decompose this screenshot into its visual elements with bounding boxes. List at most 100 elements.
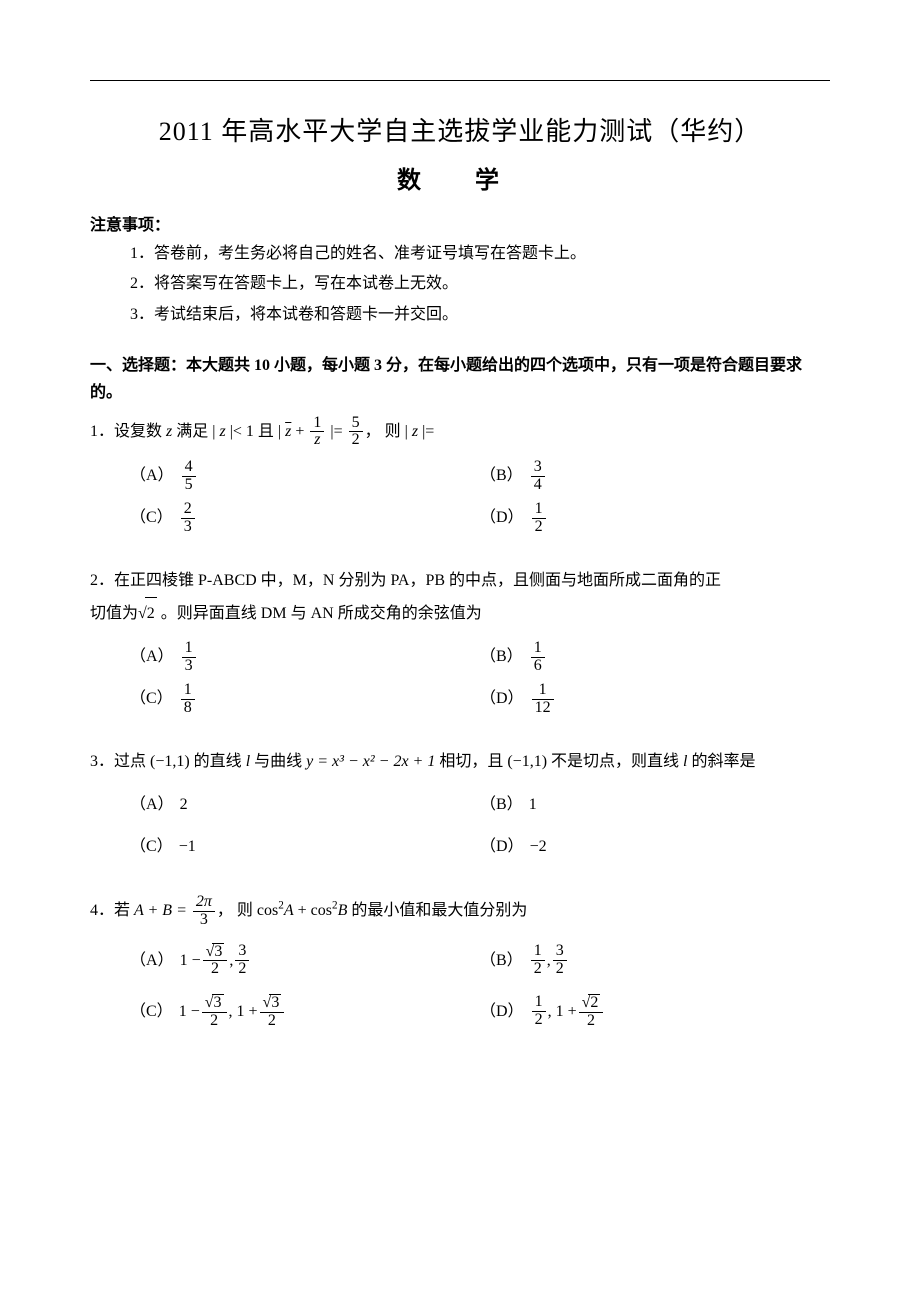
option-a: （A） 1 − √32 , 32: [130, 935, 480, 986]
option-label: （A）: [130, 935, 174, 986]
fraction: √32: [260, 994, 285, 1030]
option-b: （B） 1: [480, 784, 830, 826]
question-2: 2．在正四棱锥 P-ABCD 中，M，N 分别为 PA，PB 的中点，且侧面与地…: [90, 565, 830, 720]
q1-stem: 1．设复数 z 满足 | z |< 1 且 | z + 1z |= 52， 则 …: [90, 415, 830, 450]
numerator: 5: [349, 415, 363, 433]
denominator: 4: [531, 477, 545, 494]
denominator: 3: [182, 658, 196, 675]
radicand: 3: [212, 943, 224, 961]
option-b: （B） 12 , 32: [480, 935, 830, 986]
option-c: （C） 1 − √32 , 1 + √32: [130, 986, 480, 1037]
denominator: z: [310, 432, 324, 449]
fraction: 12: [531, 943, 545, 978]
option-a: （A） 45: [130, 455, 480, 497]
option-value: −2: [530, 826, 547, 868]
numerator: 2π: [193, 894, 215, 912]
notice-item: 1．答卷前，考生务必将自己的姓名、准考证号填写在答题卡上。: [130, 239, 830, 269]
comma: ,: [229, 935, 233, 986]
q1-text: |=: [418, 423, 434, 440]
option-d: （D） 12 , 1 + √22: [480, 986, 830, 1037]
q1-text: ， 则 |: [365, 423, 412, 440]
radicand: 2: [145, 597, 157, 630]
fraction: 18: [181, 682, 195, 717]
sqrt: √2: [582, 994, 601, 1012]
numerator: 1: [531, 640, 545, 658]
denominator: 6: [531, 658, 545, 675]
numerator: 2: [181, 501, 195, 519]
numerator: 3: [531, 459, 545, 477]
q1-text: 满足 |: [172, 423, 219, 440]
fraction: 34: [531, 459, 545, 494]
top-rule: [90, 80, 830, 81]
denominator: 2: [532, 1012, 546, 1029]
page: 2011 年高水平大学自主选拔学业能力测试（华约） 数 学 注意事项： 1．答卷…: [0, 0, 920, 1302]
option-label: （A）: [130, 784, 174, 826]
option-label: （B）: [480, 935, 523, 986]
denominator: 2: [532, 519, 546, 536]
numerator: 1: [532, 682, 554, 700]
option-label: （B）: [480, 784, 523, 826]
option-label: （C）: [130, 826, 173, 868]
option-value: 2: [180, 784, 188, 826]
numerator: √3: [202, 994, 227, 1013]
option-label: （B）: [480, 636, 523, 678]
q1-text: 1．设复数: [90, 423, 166, 440]
term: 1 −: [180, 935, 201, 986]
option-label: （B）: [480, 455, 523, 497]
denominator: 8: [181, 700, 195, 717]
q1-options: （A） 45 （B） 34 （C） 23 （D） 12: [90, 455, 830, 539]
q3-stem: 3．过点 (−1,1) 的直线 l 与曲线 y = x³ − x² − 2x +…: [90, 746, 830, 778]
numerator: 3: [235, 943, 249, 961]
q2-line1: 2．在正四棱锥 P-ABCD 中，M，N 分别为 PA，PB 的中点，且侧面与地…: [90, 565, 830, 597]
fraction: √32: [202, 994, 227, 1030]
denominator: 2: [349, 432, 363, 449]
q4-options: （A） 1 − √32 , 32 （B） 12 , 32 （C） 1 − √32…: [90, 935, 830, 1037]
fraction: 32: [235, 943, 249, 978]
option-value: 1: [529, 784, 537, 826]
sqrt: √2: [138, 597, 157, 630]
option-label: （D）: [480, 986, 524, 1037]
sqrt: √3: [205, 994, 224, 1012]
q1-text: |< 1 且 |: [226, 423, 285, 440]
numerator: 1: [531, 943, 545, 961]
q3-options: （A） 2 （B） 1 （C） −1 （D） −2: [90, 784, 830, 868]
q2-text: 。则异面直线 DM 与 AN 所成交角的余弦值为: [157, 605, 482, 622]
fraction: 16: [531, 640, 545, 675]
option-label: （D）: [480, 678, 524, 720]
q3-text: 相切，且 (−1,1) 不是切点，则直线: [435, 753, 683, 770]
q4-text: + cos: [294, 902, 332, 919]
term: 1 −: [179, 986, 200, 1037]
notice-item: 3．考试结束后，将本试卷和答题卡一并交回。: [130, 300, 830, 330]
q4-B: B: [338, 902, 348, 919]
sqrt: √3: [263, 994, 282, 1012]
denominator: 2: [260, 1013, 285, 1030]
denominator: 2: [531, 961, 545, 978]
option-label: （C）: [130, 986, 173, 1037]
denominator: 12: [532, 700, 554, 717]
numerator: 4: [182, 459, 196, 477]
q3-curve: y = x³ − x² − 2x + 1: [306, 753, 435, 770]
q2-text: 切值为: [90, 605, 138, 622]
q2-options: （A） 13 （B） 16 （C） 18 （D） 112: [90, 636, 830, 720]
q4-ab: A + B =: [134, 902, 191, 919]
denominator: 2: [579, 1013, 604, 1030]
q3-text: 3．过点 (−1,1) 的直线: [90, 753, 246, 770]
q3-text: 的斜率是: [687, 753, 755, 770]
notice-list: 1．答卷前，考生务必将自己的姓名、准考证号填写在答题卡上。 2．将答案写在答题卡…: [90, 239, 830, 330]
fraction: 2π3: [193, 894, 215, 929]
option-value: −1: [179, 826, 196, 868]
q4-text: ， 则 cos: [217, 902, 278, 919]
sqrt: √3: [206, 943, 225, 961]
radicand: 3: [212, 994, 224, 1012]
section-heading: 一、选择题：本大题共 10 小题，每小题 3 分，在每小题给出的四个选项中，只有…: [90, 352, 830, 406]
option-c: （C） 18: [130, 678, 480, 720]
option-label: （D）: [480, 826, 524, 868]
option-b: （B） 34: [480, 455, 830, 497]
q1-text: +: [291, 423, 308, 440]
option-label: （C）: [130, 497, 173, 539]
fraction: 32: [553, 943, 567, 978]
fraction: 12: [532, 501, 546, 536]
option-c: （C） −1: [130, 826, 480, 868]
radicand: 2: [588, 994, 600, 1012]
numerator: 1: [532, 501, 546, 519]
